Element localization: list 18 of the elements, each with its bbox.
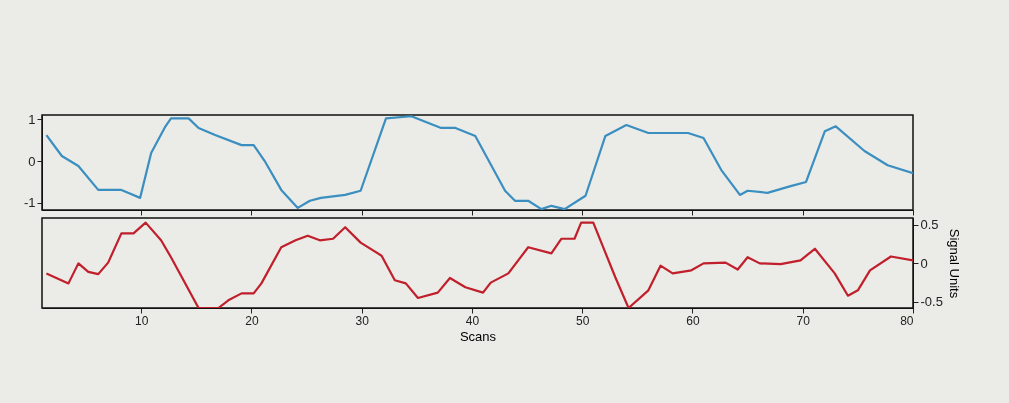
x-tick-label: 60: [686, 313, 700, 328]
x-tick-label: 30: [355, 313, 370, 328]
y-tick-label: -1: [23, 195, 36, 211]
y2-tick-label: 0: [920, 255, 928, 271]
x-tick-label: 10: [135, 313, 149, 328]
x-tick-label: 70: [796, 313, 811, 328]
y-tick-label: 1: [28, 111, 36, 127]
y-tick-label: 0: [28, 153, 36, 169]
x-tick-label: 50: [576, 313, 590, 328]
line-series: [45, 221, 913, 308]
x-tick-label: 40: [465, 313, 480, 328]
y2-tick-label: 0.5: [920, 217, 939, 233]
line-series: [45, 115, 913, 210]
x-tick-label: 80: [900, 313, 914, 328]
y2-axis-title: Signal Units: [946, 228, 962, 299]
x-axis-title: Scans: [459, 328, 497, 344]
x-tick-label: 20: [245, 313, 259, 328]
y2-tick-label: -0.5: [920, 294, 943, 310]
